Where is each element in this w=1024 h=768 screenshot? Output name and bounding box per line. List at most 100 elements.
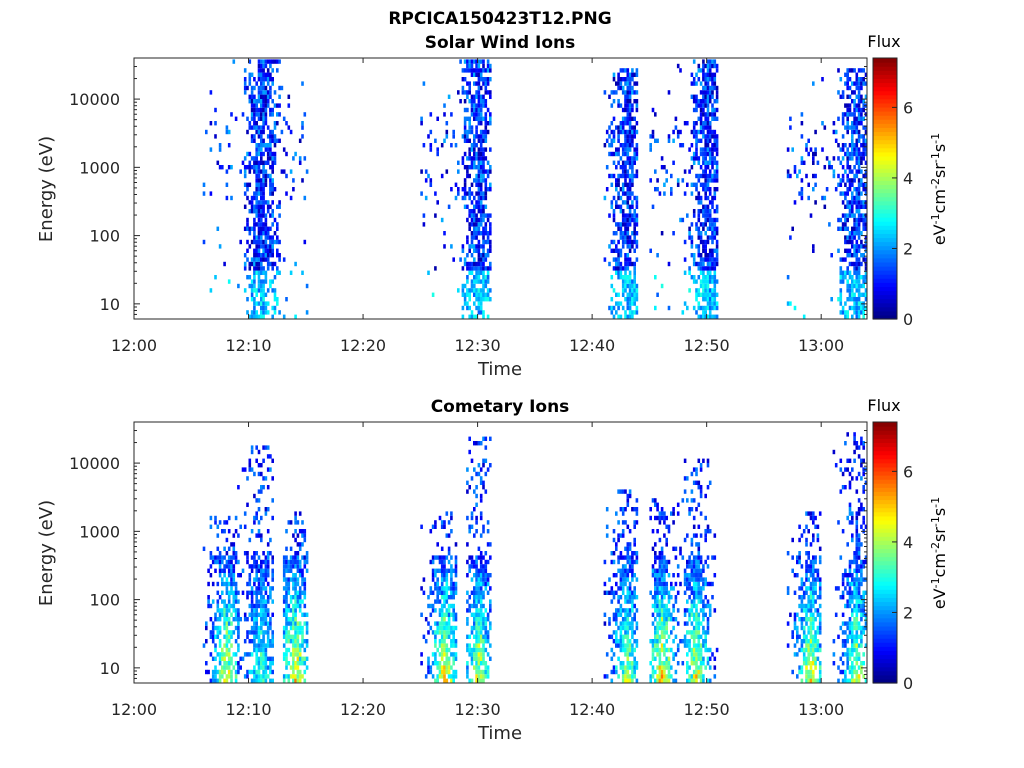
flux-cell (692, 77, 696, 82)
flux-cell (477, 112, 481, 117)
flux-cell (857, 116, 861, 121)
flux-cell (289, 595, 293, 600)
flux-cell (624, 546, 627, 551)
flux-cell (250, 314, 254, 319)
flux-cell (711, 301, 714, 306)
flux-cell (624, 577, 627, 582)
flux-cell (257, 599, 261, 604)
flux-cell (851, 112, 854, 117)
flux-cell (628, 674, 632, 679)
flux-cell (475, 643, 478, 648)
flux-cell (839, 292, 843, 297)
flux-cell (255, 257, 258, 262)
flux-cell (227, 559, 231, 565)
flux-cell (688, 169, 691, 174)
colorbar-tick-label: 0 (903, 310, 913, 329)
flux-cell (619, 603, 623, 609)
flux-cell (706, 173, 710, 179)
flux-cell (292, 555, 295, 560)
flux-cell (436, 200, 439, 205)
flux-cell (848, 125, 852, 130)
flux-cell (450, 564, 453, 569)
flux-cell (264, 270, 268, 275)
flux-cell (255, 661, 258, 666)
flux-cell (656, 647, 659, 653)
flux-cell (857, 231, 861, 236)
flux-cell (466, 647, 469, 653)
flux-cell (262, 116, 265, 121)
flux-cell (672, 625, 675, 631)
flux-cell (635, 121, 639, 126)
flux-cell (688, 678, 691, 683)
flux-cell (477, 59, 481, 64)
flux-cell (486, 542, 490, 547)
flux-cell (269, 248, 272, 253)
flux-cell (248, 275, 252, 280)
flux-cell (475, 143, 478, 148)
flux-cell (690, 239, 694, 245)
flux-cell (706, 599, 710, 604)
flux-cell (260, 617, 263, 622)
flux-cell (486, 612, 490, 617)
flux-cell (301, 121, 304, 126)
flux-cell (686, 121, 689, 126)
flux-cell (697, 625, 701, 631)
flux-cell (837, 217, 840, 223)
flux-cell (699, 674, 703, 679)
flux-cell (846, 187, 849, 192)
flux-cell (802, 630, 806, 635)
flux-cell (445, 590, 449, 595)
flux-cell (851, 261, 854, 267)
flux-cell (484, 103, 488, 108)
flux-cell (683, 590, 687, 595)
flux-cell (484, 134, 488, 139)
flux-cell (848, 103, 852, 108)
flux-cell (715, 173, 719, 179)
flux-cell (468, 129, 471, 135)
flux-cell (848, 112, 852, 117)
flux-cell (851, 125, 854, 130)
flux-cell (610, 173, 614, 179)
flux-cell (257, 520, 261, 525)
flux-cell (848, 68, 852, 73)
flux-cell (468, 449, 471, 455)
flux-cell (468, 314, 471, 319)
flux-cell (626, 121, 630, 126)
flux-cell (633, 674, 636, 679)
flux-cell (486, 467, 490, 472)
flux-cell (255, 178, 258, 183)
flux-cell (473, 195, 476, 201)
flux-cell (257, 99, 261, 104)
flux-cell (853, 283, 856, 289)
flux-cell (216, 603, 220, 609)
flux-cell (796, 634, 799, 639)
flux-cell (230, 577, 233, 582)
flux-cell (667, 665, 671, 670)
flux-cell (621, 77, 625, 82)
flux-cell (628, 178, 632, 183)
flux-cell (257, 222, 261, 227)
flux-cell (475, 103, 478, 108)
flux-cell (615, 178, 618, 183)
flux-cell (633, 603, 636, 609)
flux-cell (633, 173, 636, 179)
flux-cell (713, 107, 717, 113)
flux-cell (479, 182, 483, 187)
flux-cell (475, 577, 478, 582)
flux-cell (301, 555, 304, 560)
flux-cell (683, 489, 687, 494)
flux-cell (633, 195, 636, 201)
flux-cell (250, 90, 254, 95)
flux-cell (711, 261, 714, 267)
flux-cell (628, 239, 632, 245)
flux-cell (626, 634, 630, 639)
flux-cell (452, 595, 455, 600)
flux-cell (255, 266, 258, 271)
flux-cell (624, 555, 627, 560)
flux-cell (484, 625, 488, 631)
flux-cell (255, 674, 258, 679)
flux-cell (708, 297, 712, 302)
flux-cell (626, 647, 630, 653)
flux-cell (440, 217, 444, 223)
flux-cell (704, 217, 707, 223)
